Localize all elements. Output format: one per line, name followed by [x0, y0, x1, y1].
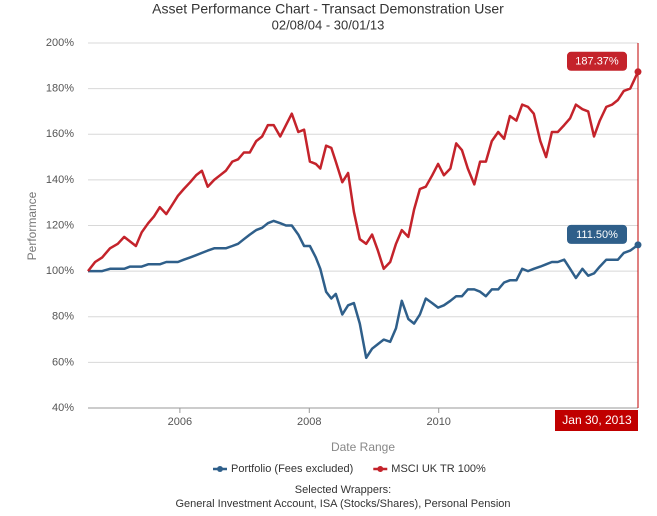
- footer-title: Selected Wrappers:: [295, 484, 391, 496]
- legend-item[interactable]: MSCI UK TR 100%: [373, 463, 486, 475]
- x-tick-label: 2010: [426, 416, 450, 428]
- x-axis-title: Date Range: [331, 440, 395, 454]
- legend-label: MSCI UK TR 100%: [391, 463, 486, 475]
- y-tick-label: 120%: [46, 219, 74, 231]
- value-label: 111.50%: [576, 229, 618, 241]
- y-tick-label: 60%: [52, 356, 74, 368]
- legend-label: Portfolio (Fees excluded): [231, 463, 353, 475]
- x-tick-label: 2008: [297, 416, 321, 428]
- y-axis-title: Performance: [25, 191, 39, 260]
- x-tick-label: 2006: [168, 416, 192, 428]
- y-tick-label: 40%: [52, 402, 74, 414]
- y-tick-label: 160%: [46, 128, 74, 140]
- legend-marker: [217, 466, 223, 472]
- series-line: [87, 71, 640, 272]
- value-label-box: [567, 51, 627, 71]
- chart-subtitle: 02/08/04 - 30/01/13: [272, 17, 385, 32]
- y-tick-label: 80%: [52, 311, 74, 323]
- value-label-box: [567, 224, 627, 244]
- y-tick-label: 200%: [46, 37, 74, 49]
- y-tick-label: 100%: [46, 265, 74, 277]
- legend-item[interactable]: Portfolio (Fees excluded): [213, 463, 353, 475]
- crosshair-label-box: [555, 410, 638, 431]
- end-point: [634, 241, 642, 249]
- chart-title: Asset Performance Chart - Transact Demon…: [152, 1, 504, 17]
- series-line: [88, 219, 639, 360]
- end-point: [634, 68, 642, 76]
- footer-text: General Investment Account, ISA (Stocks/…: [175, 498, 510, 510]
- crosshair-label: Jan 30, 2013: [562, 413, 632, 427]
- value-label: 187.37%: [575, 56, 619, 68]
- legend-marker: [377, 466, 384, 472]
- y-tick-label: 140%: [46, 174, 74, 186]
- y-tick-label: 180%: [46, 83, 74, 95]
